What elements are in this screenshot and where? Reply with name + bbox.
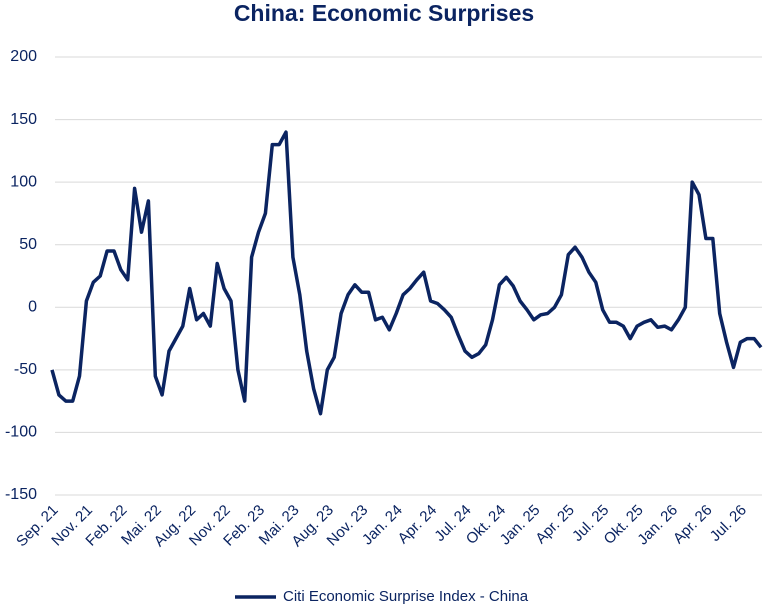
y-tick-label: 100 — [10, 173, 37, 190]
x-tick-label: Apr. 25 — [532, 502, 578, 548]
series-line — [50, 130, 763, 416]
y-tick-label: -100 — [5, 424, 37, 441]
x-tick-label: Apr. 26 — [670, 502, 716, 548]
y-tick-label: -150 — [5, 486, 37, 503]
x-tick-label: Apr. 24 — [395, 502, 441, 548]
chart-title: China: Economic Surprises — [234, 0, 534, 26]
legend-label: Citi Economic Surprise Index - China — [283, 588, 529, 605]
y-tick-label: 200 — [10, 48, 37, 65]
y-tick-label: 150 — [10, 111, 37, 128]
y-tick-label: 0 — [28, 299, 37, 316]
x-tick-label: Jul. 26 — [707, 502, 750, 545]
y-tick-label: 50 — [19, 236, 37, 253]
y-tick-label: -50 — [14, 361, 37, 378]
